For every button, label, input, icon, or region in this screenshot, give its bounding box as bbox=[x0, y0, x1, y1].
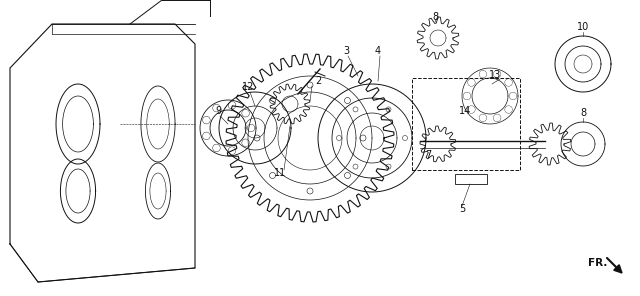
Text: 10: 10 bbox=[577, 22, 589, 32]
Text: 12: 12 bbox=[242, 82, 254, 92]
Text: 9: 9 bbox=[215, 106, 221, 116]
Text: 3: 3 bbox=[343, 46, 349, 56]
Text: 8: 8 bbox=[432, 12, 438, 22]
Text: FR.: FR. bbox=[588, 258, 607, 268]
Text: 4: 4 bbox=[375, 46, 381, 56]
Text: 8: 8 bbox=[580, 108, 586, 118]
Text: 11: 11 bbox=[274, 168, 286, 178]
Text: 7: 7 bbox=[425, 150, 431, 160]
Text: 2: 2 bbox=[315, 76, 321, 86]
Text: 5: 5 bbox=[459, 204, 465, 214]
Text: 13: 13 bbox=[489, 70, 501, 80]
Text: 14: 14 bbox=[459, 106, 471, 116]
